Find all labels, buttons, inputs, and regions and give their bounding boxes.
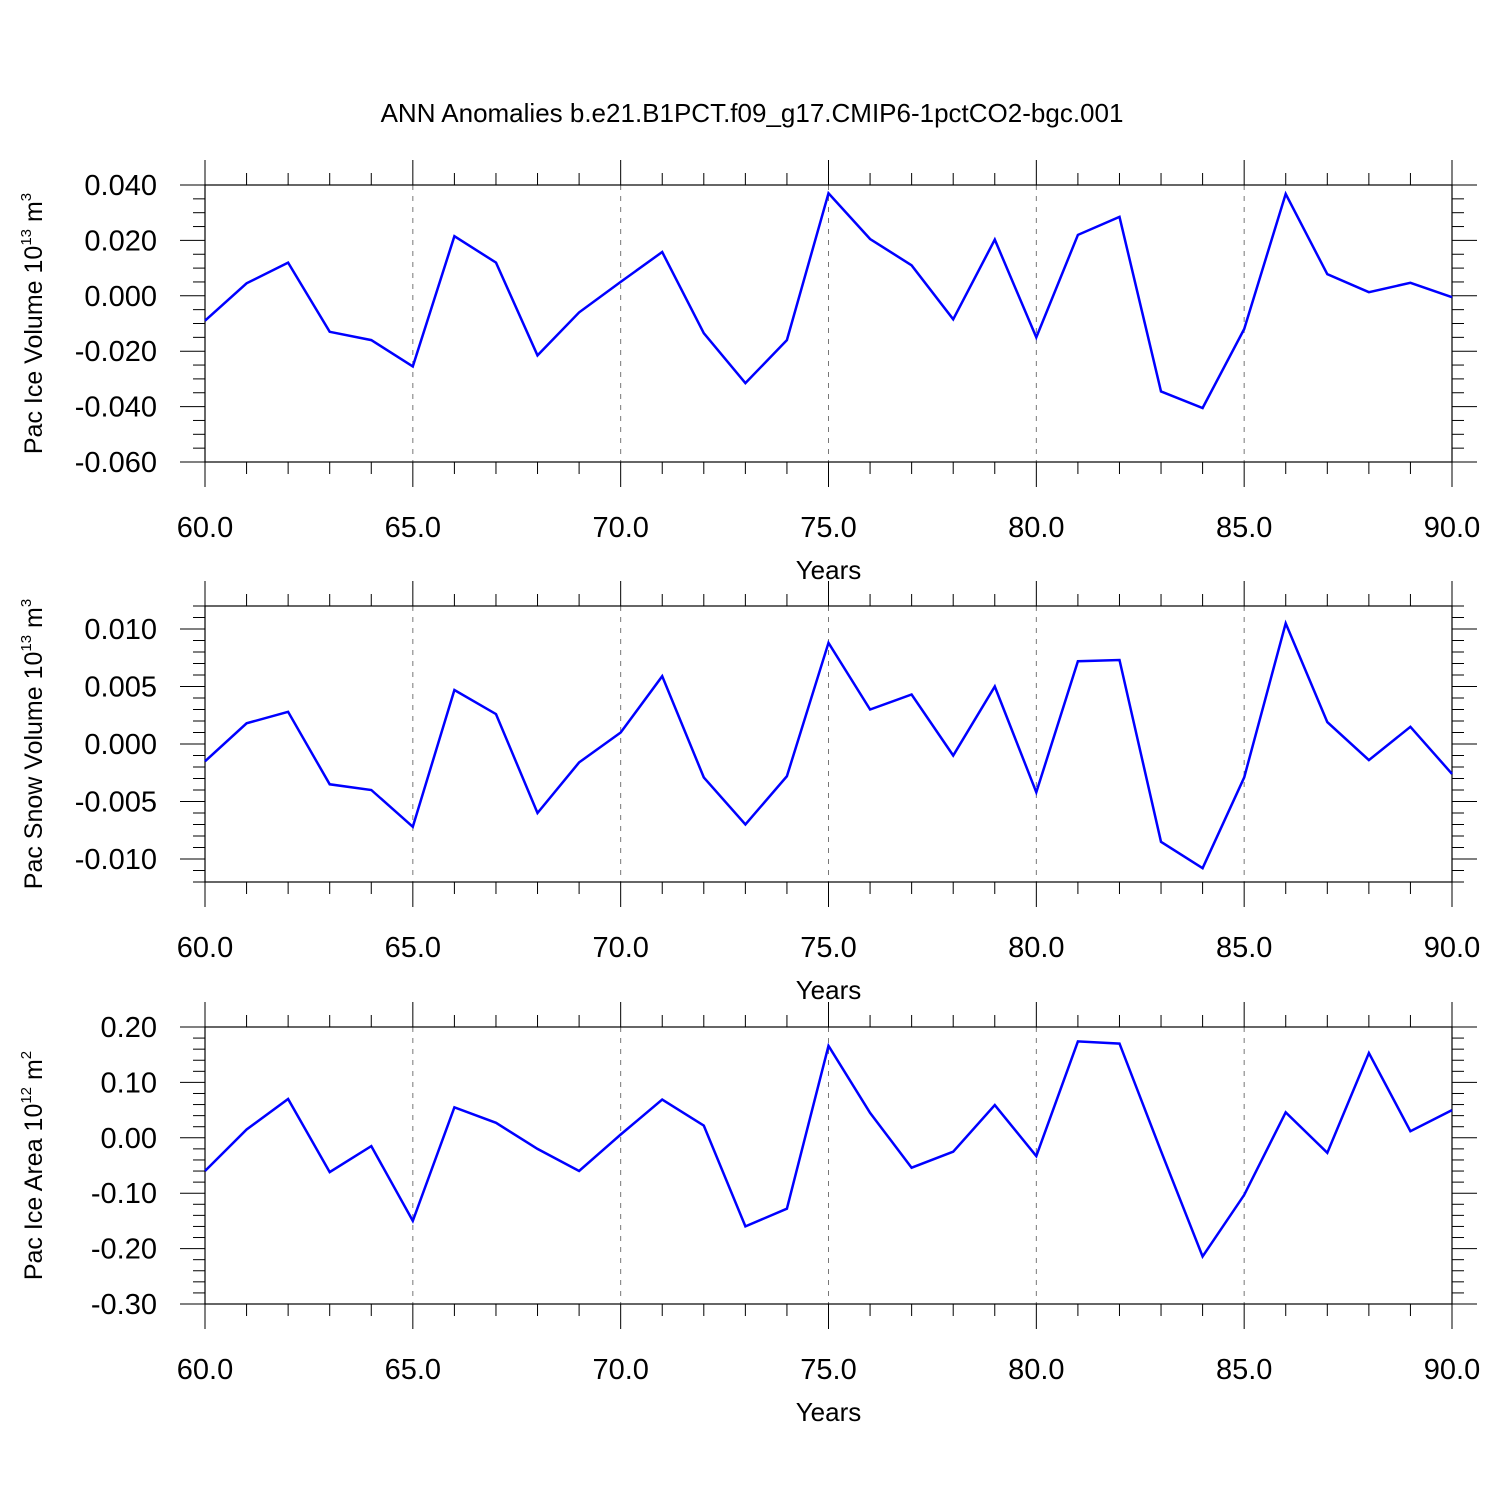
y-tick-label: -0.30 [91, 1289, 157, 1321]
x-axis-label: Years [796, 975, 862, 1005]
x-tick-label: 80.0 [1008, 932, 1064, 964]
x-tick-label: 90.0 [1424, 512, 1480, 544]
panel-3: 60.0 65.0 70.0 75.0 80.0 85.0 90.0 Years -0.30 -0… [18, 1002, 1480, 1427]
x-tick-label: 85.0 [1216, 512, 1272, 544]
x-tick-label: 90.0 [1424, 932, 1480, 964]
y-axis-label: Pac Ice Area 1012 m2 [18, 1051, 48, 1280]
x-tick-label: 70.0 [592, 1354, 648, 1386]
y-axis-label-text: Pac Ice Volume 10 [20, 246, 48, 454]
y-axis-label-unit-exponent: 3 [18, 193, 35, 201]
y-tick-label: 0.00 [101, 1123, 157, 1155]
y-axis-label-text: Pac Ice Area 10 [20, 1104, 48, 1281]
y-tick-label: 0.10 [101, 1067, 157, 1099]
y-axis-label: Pac Ice Volume 1013 m3 [18, 193, 48, 454]
x-tick-label: 90.0 [1424, 1354, 1480, 1386]
y-tick-label: 0.000 [84, 729, 157, 761]
y-axis-label-exponent: 13 [18, 635, 35, 652]
y-axis-label-unit: m [20, 607, 48, 635]
series-line [204, 619, 1453, 871]
x-tick-label: 85.0 [1216, 932, 1272, 964]
y-axis-label-unit-exponent: 2 [18, 1051, 35, 1059]
y-tick-label: 0.005 [84, 672, 157, 704]
x-axis-label: Years [796, 1397, 862, 1427]
y-tick-label: -0.10 [91, 1178, 157, 1210]
x-tick-label: 60.0 [177, 932, 233, 964]
x-axis-label: Years [796, 555, 862, 585]
y-tick-label: 0.010 [84, 614, 157, 646]
y-axis-label-unit: m [20, 1059, 48, 1087]
series-line [204, 1040, 1453, 1260]
chart-title: ANN Anomalies b.e21.B1PCT.f09_g17.CMIP6-… [381, 98, 1124, 128]
x-tick-label: 70.0 [592, 512, 648, 544]
panel-1: 60.0 65.0 70.0 75.0 80.0 85.0 90.0 Years -0.060 -… [18, 160, 1480, 585]
x-tick-label: 75.0 [800, 1354, 856, 1386]
x-tick-label: 60.0 [177, 1354, 233, 1386]
panel-2: 60.0 65.0 70.0 75.0 80.0 85.0 90.0 Years -0.010 -… [18, 581, 1480, 1005]
y-tick-label: 0.20 [101, 1012, 157, 1044]
x-tick-label: 65.0 [385, 932, 441, 964]
y-axis-label-text: Pac Snow Volume 10 [20, 652, 48, 890]
x-tick-label: 65.0 [385, 512, 441, 544]
y-axis-label: Pac Snow Volume 1013 m3 [18, 599, 48, 889]
y-axis-label-unit-exponent: 3 [18, 599, 35, 607]
y-tick-label: -0.010 [75, 844, 157, 876]
x-tick-label: 80.0 [1008, 1354, 1064, 1386]
y-tick-label: 0.000 [84, 281, 157, 313]
panels: 60.0 65.0 70.0 75.0 80.0 85.0 90.0 Years -0.060 -… [18, 160, 1480, 1427]
y-tick-label: -0.020 [75, 336, 157, 368]
y-tick-label: -0.040 [75, 392, 157, 424]
x-tick-label: 60.0 [177, 512, 233, 544]
x-tick-label: 75.0 [800, 932, 856, 964]
x-tick-label: 75.0 [800, 512, 856, 544]
y-tick-label: -0.005 [75, 787, 157, 819]
y-axis-label-exponent: 13 [18, 229, 35, 246]
y-axis-label-exponent: 12 [18, 1087, 35, 1104]
y-tick-label: 0.040 [84, 170, 157, 202]
x-tick-label: 85.0 [1216, 1354, 1272, 1386]
y-tick-label: 0.020 [84, 225, 157, 257]
x-tick-label: 70.0 [592, 932, 648, 964]
x-tick-label: 65.0 [385, 1354, 441, 1386]
y-axis-label-unit: m [20, 201, 48, 229]
y-tick-label: -0.20 [91, 1234, 157, 1266]
series-line [204, 190, 1453, 410]
x-tick-label: 80.0 [1008, 512, 1064, 544]
y-tick-label: -0.060 [75, 447, 157, 479]
